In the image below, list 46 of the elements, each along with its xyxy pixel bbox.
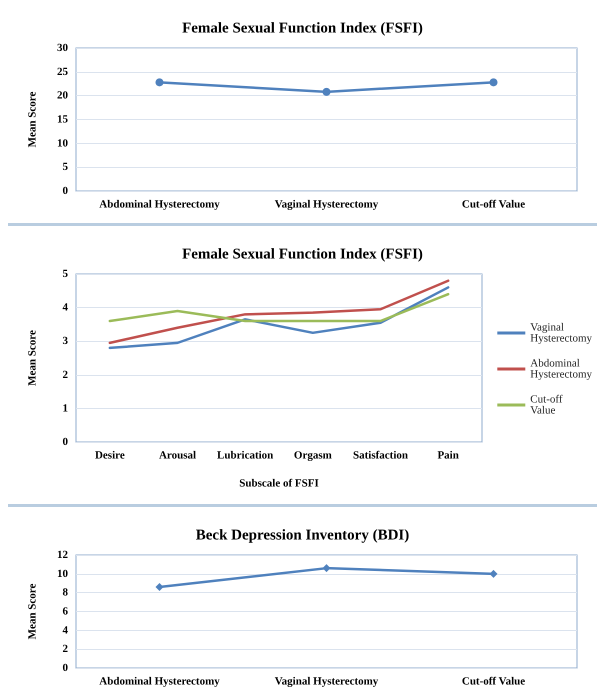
y-tick-label: 10 [57,568,68,580]
x-tick-label: Cut-off Value [462,676,526,688]
point [490,570,498,578]
y-tick-label: 4 [62,302,68,314]
chart-title: Female Sexual Function Index (FSFI) [182,246,423,262]
y-axis-title: Mean Score [26,92,38,148]
y-tick-label: 25 [57,66,68,78]
x-tick-label: Satisfaction [353,450,408,462]
y-tick-label: 10 [57,137,68,150]
chart-title: Beck Depression Inventory (BDI) [196,528,410,544]
y-tick-label: 4 [62,624,68,636]
x-tick-label: Abdominal Hysterectomy [99,676,220,688]
x-tick-label: Vaginal Hysterectomy [274,676,379,688]
y-tick-label: 5 [62,161,68,174]
x-tick-label: Vaginal Hysterectomy [274,198,379,210]
legend-label: Vaginal Hysterectomy [530,322,592,344]
y-tick-label: 0 [62,185,68,197]
y-axis-title: Mean Score [26,330,38,386]
y-tick-label: 20 [57,90,68,102]
y-tick-label: 3 [62,335,68,348]
y-tick-label: 0 [62,662,68,674]
y-tick-label: 2 [62,643,68,656]
x-tick-label: Pain [437,450,459,462]
point [156,583,164,592]
legend-label: Abdominal Hysterectomy [530,358,592,380]
x-tick-label: Desire [94,450,125,462]
x-tick-label: Arousal [158,450,196,462]
y-tick-label: 5 [62,268,68,280]
chart-title: Female Sexual Function Index (FSFI) [182,20,423,36]
legend-label: Cut-off Value [530,394,563,416]
x-axis-title: Subscale of FSFI [239,478,319,490]
y-tick-label: 30 [57,42,68,54]
point [322,564,330,572]
x-tick-label: Abdominal Hysterectomy [99,198,220,210]
y-tick-label: 2 [62,368,68,381]
line-series [108,279,450,344]
y-tick-label: 1 [62,402,68,414]
y-axis-title: Mean Score [26,584,38,640]
x-tick-label: Cut-off Value [462,198,526,210]
y-tick-label: 15 [57,114,68,126]
y-tick-label: 0 [62,436,68,448]
x-tick-label: Orgasm [294,450,332,462]
y-tick-label: 8 [62,586,68,599]
x-tick-label: Lubrication [217,450,274,462]
y-tick-label: 6 [62,606,68,618]
y-tick-label: 12 [57,549,68,561]
